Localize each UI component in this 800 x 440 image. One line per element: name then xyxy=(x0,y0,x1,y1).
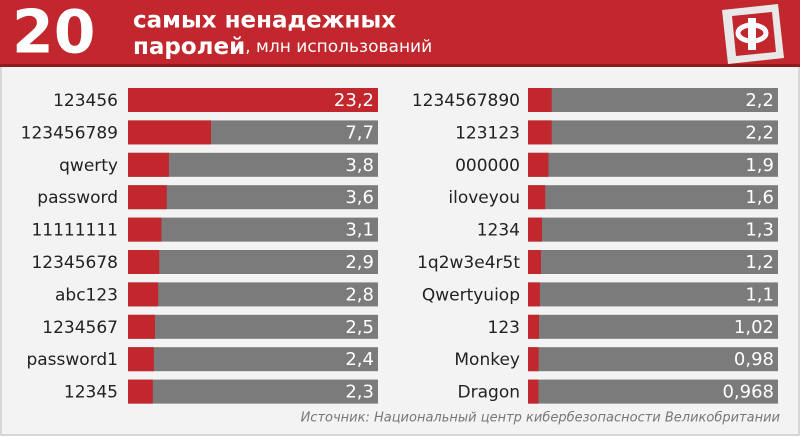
value-label: 0,98 xyxy=(734,349,774,370)
header-band xyxy=(0,0,800,64)
bar xyxy=(528,379,539,404)
value-label: 2,3 xyxy=(345,382,374,403)
bar-track xyxy=(528,185,778,210)
subtitle-rest: , млн использований xyxy=(245,37,432,57)
bar-track xyxy=(128,185,378,210)
chart-title: 20 xyxy=(12,0,96,68)
bar-track xyxy=(528,347,778,372)
value-label: 1,1 xyxy=(745,284,774,305)
bar xyxy=(528,217,543,242)
bar xyxy=(128,347,154,372)
bar xyxy=(128,88,378,112)
value-label: 3,1 xyxy=(345,220,374,241)
bar-track xyxy=(528,282,778,307)
bar-track xyxy=(128,250,378,274)
bar xyxy=(528,314,539,339)
bar-track xyxy=(128,347,378,372)
logo xyxy=(722,4,784,64)
bar xyxy=(128,379,153,404)
value-label: 23,2 xyxy=(334,90,374,111)
category-label: qwerty xyxy=(59,156,118,176)
source: Источник: Национальный центр кибербезопа… xyxy=(301,411,780,426)
bar-track xyxy=(528,88,778,112)
bar xyxy=(128,282,159,307)
category-label: 1234567890 xyxy=(412,91,520,111)
category-label: abc123 xyxy=(55,285,118,305)
subtitle: самых ненадежных xyxy=(133,8,396,34)
bar-track xyxy=(128,217,378,242)
value-label: 1,9 xyxy=(745,155,774,176)
category-label: 123123 xyxy=(455,123,520,143)
value-label: 1,2 xyxy=(745,252,774,273)
value-label: 3,8 xyxy=(345,155,374,176)
category-label: 11111111 xyxy=(31,221,118,241)
bar xyxy=(528,347,539,372)
category-label: 1234 xyxy=(477,221,520,241)
category-label: 1q2w3e4r5t xyxy=(417,253,520,273)
bar xyxy=(528,88,552,112)
value-label: 1,6 xyxy=(745,187,774,208)
bar xyxy=(128,217,162,242)
value-label: 2,2 xyxy=(745,122,774,143)
subtitle: паролей, млн использований xyxy=(133,34,432,60)
category-label: Monkey xyxy=(454,350,520,370)
value-label: 2,2 xyxy=(745,90,774,111)
category-label: 123 xyxy=(488,318,520,338)
value-label: 1,02 xyxy=(734,317,774,338)
bar xyxy=(528,185,546,210)
bar-track xyxy=(528,250,778,274)
value-label: 2,4 xyxy=(345,349,374,370)
category-label: password xyxy=(37,188,118,208)
bar-track xyxy=(128,314,378,339)
bar xyxy=(128,314,155,339)
bar-track xyxy=(528,314,778,339)
value-label: 0,968 xyxy=(722,382,774,403)
bar-track xyxy=(528,120,778,145)
bar xyxy=(528,120,552,145)
bar-track xyxy=(528,217,778,242)
category-label: 123456 xyxy=(53,91,118,111)
value-label: 7,7 xyxy=(345,122,374,143)
category-label: 000000 xyxy=(455,156,520,176)
bar xyxy=(128,250,160,274)
category-label: Dragon xyxy=(458,383,520,403)
category-label: 12345678 xyxy=(31,253,118,273)
bar-track xyxy=(128,152,378,177)
bar xyxy=(128,185,167,210)
category-label: 123456789 xyxy=(21,123,118,143)
bar-track xyxy=(528,152,778,177)
value-label: 3,6 xyxy=(345,187,374,208)
bar-track xyxy=(128,282,378,307)
category-label: password1 xyxy=(26,350,118,370)
value-label: 1,3 xyxy=(745,220,774,241)
value-label: 2,5 xyxy=(345,317,374,338)
value-label: 2,8 xyxy=(345,284,374,305)
header-shadow xyxy=(0,64,800,67)
category-label: 12345 xyxy=(64,383,118,403)
bar xyxy=(128,152,169,177)
bar-track xyxy=(528,379,778,404)
category-label: Qwertyuiop xyxy=(422,285,520,305)
category-label: iloveyou xyxy=(448,188,520,208)
category-label: 1234567 xyxy=(42,318,118,338)
bar-track xyxy=(128,379,378,404)
bar xyxy=(528,250,541,274)
value-label: 2,9 xyxy=(345,252,374,273)
bar xyxy=(528,152,549,177)
bar xyxy=(128,120,211,145)
subtitle-bold: паролей xyxy=(133,34,245,60)
bar xyxy=(528,282,540,307)
